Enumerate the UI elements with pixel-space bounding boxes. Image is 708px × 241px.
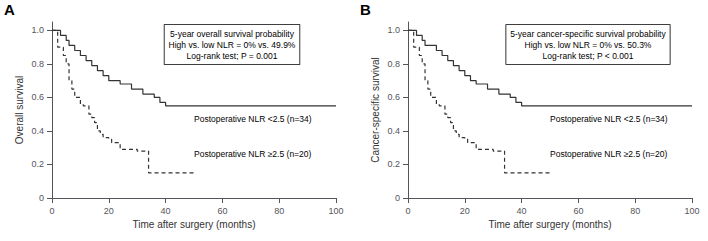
svg-text:Overall survival: Overall survival (14, 76, 25, 144)
svg-text:0.4: 0.4 (31, 126, 44, 136)
svg-text:60: 60 (573, 206, 583, 216)
svg-text:0: 0 (395, 193, 400, 203)
svg-text:40: 40 (517, 206, 527, 216)
svg-text:Postoperative NLR <2.5 (n=34): Postoperative NLR <2.5 (n=34) (194, 114, 312, 124)
svg-text:B: B (360, 1, 371, 18)
svg-text:100: 100 (684, 206, 699, 216)
svg-text:Log-rank test; P < 0.001: Log-rank test; P < 0.001 (543, 51, 634, 61)
svg-text:Cancer-specific survival: Cancer-specific survival (370, 57, 381, 163)
svg-text:A: A (4, 1, 15, 18)
svg-text:0.6: 0.6 (31, 92, 44, 102)
svg-text:0.8: 0.8 (31, 59, 44, 69)
svg-text:80: 80 (274, 206, 284, 216)
svg-text:1.0: 1.0 (387, 25, 400, 35)
svg-text:Log-rank test; P = 0.001: Log-rank test; P = 0.001 (187, 51, 278, 61)
svg-text:Postoperative NLR <2.5 (n=34): Postoperative NLR <2.5 (n=34) (550, 114, 668, 124)
svg-text:High vs. low NLR = 0% vs. 50.3: High vs. low NLR = 0% vs. 50.3% (525, 40, 652, 50)
svg-text:0.6: 0.6 (387, 92, 400, 102)
svg-text:20: 20 (460, 206, 470, 216)
svg-text:5-year cancer-specific surviva: 5-year cancer-specific survival probabil… (510, 29, 666, 39)
svg-text:0.8: 0.8 (387, 59, 400, 69)
svg-text:40: 40 (161, 206, 171, 216)
svg-text:Postoperative NLR ≥2.5 (n=20): Postoperative NLR ≥2.5 (n=20) (550, 149, 668, 159)
svg-text:20: 20 (104, 206, 114, 216)
svg-text:Time after surgery (months): Time after surgery (months) (133, 219, 256, 230)
svg-text:100: 100 (328, 206, 343, 216)
svg-text:1.0: 1.0 (31, 25, 44, 35)
svg-text:0: 0 (49, 206, 54, 216)
svg-text:Postoperative NLR ≥2.5 (n=20): Postoperative NLR ≥2.5 (n=20) (194, 149, 312, 159)
svg-text:Time after surgery (months): Time after surgery (months) (489, 219, 612, 230)
svg-text:80: 80 (630, 206, 640, 216)
svg-text:High vs. low NLR = 0% vs. 49.9: High vs. low NLR = 0% vs. 49.9% (169, 40, 296, 50)
svg-text:0.4: 0.4 (387, 126, 400, 136)
svg-text:0.2: 0.2 (387, 159, 400, 169)
svg-text:60: 60 (217, 206, 227, 216)
svg-text:5-year overall survival probab: 5-year overall survival probability (170, 29, 295, 39)
svg-text:0: 0 (405, 206, 410, 216)
svg-text:0.2: 0.2 (31, 159, 44, 169)
svg-text:0: 0 (39, 193, 44, 203)
